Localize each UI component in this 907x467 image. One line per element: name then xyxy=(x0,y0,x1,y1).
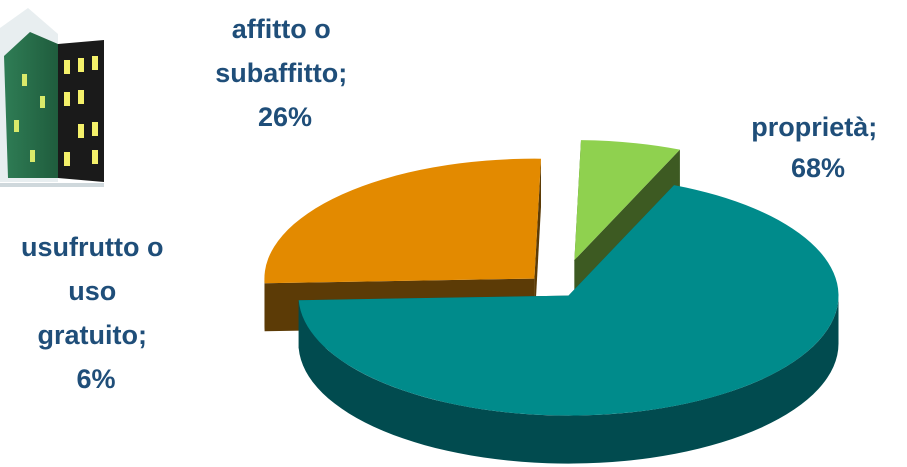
slice-proprieta xyxy=(298,185,839,464)
slice-label-affitto: affitto o subaffitto; 26% xyxy=(215,14,354,132)
slice-affitto-edge xyxy=(534,158,541,327)
slice-proprieta-wall xyxy=(298,295,839,464)
slice-label-usufrutto: usufrutto o uso gratuito; 6% xyxy=(21,232,171,394)
slice-affitto-top xyxy=(264,158,541,284)
slice-proprieta-top xyxy=(298,185,839,416)
legend-labels: proprietà; 68% affitto o subaffitto; 26%… xyxy=(21,14,885,394)
slice-usufrutto-top xyxy=(574,140,680,261)
slice-label-proprieta: proprietà; 68% xyxy=(751,112,885,183)
building-icon xyxy=(0,8,104,187)
